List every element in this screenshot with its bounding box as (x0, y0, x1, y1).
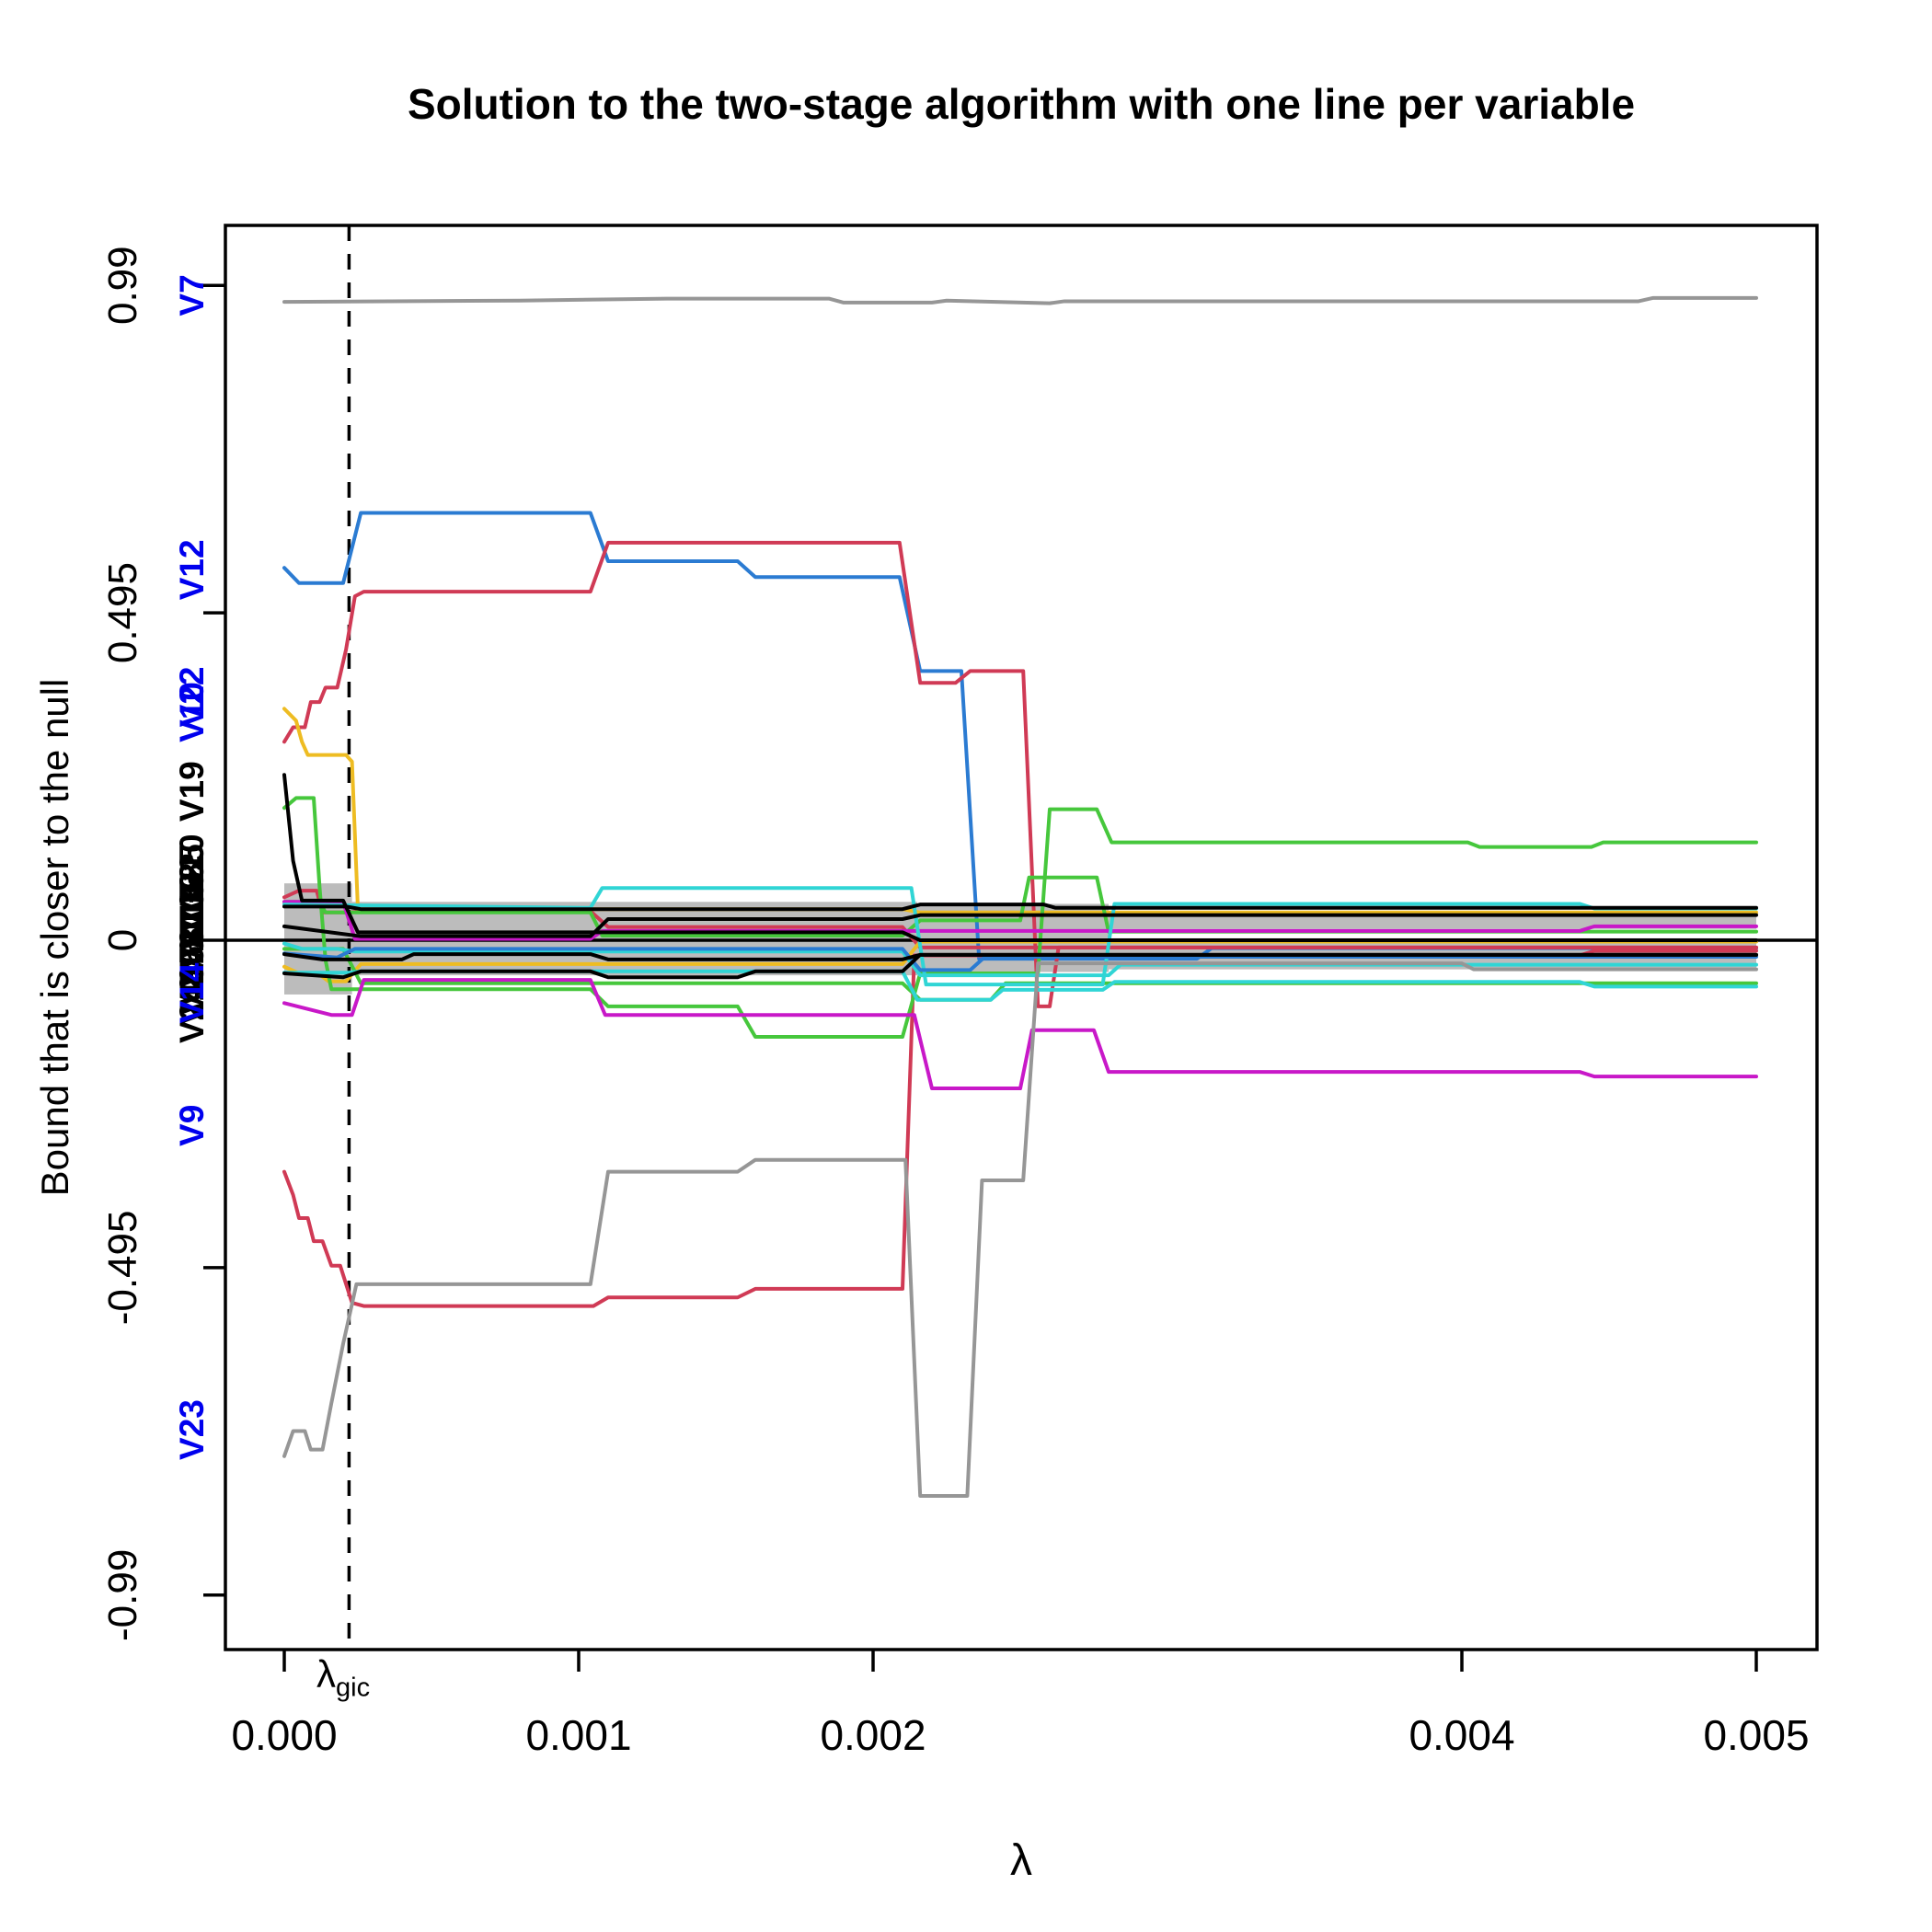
y-axis-title: Bound that is closer to the null (33, 678, 76, 1197)
var-label-V14: V14 (173, 962, 211, 1023)
var-label-V3: V3 (173, 964, 211, 1006)
var-label-V20: V20 (173, 834, 211, 894)
series-line-V23-gray (282, 961, 1758, 1498)
series-line-V9-red-lower (282, 949, 1758, 1308)
plot-border (224, 224, 1819, 1651)
series-line-black-3 (282, 952, 1758, 961)
var-label-V13: V13 (173, 891, 211, 951)
series-line-green-1 (282, 796, 1758, 1039)
y-tick-label: 0 (100, 929, 145, 951)
series-line-magenta-1 (282, 978, 1758, 1091)
lambda-gic-annotation: λgic (316, 1652, 370, 1703)
var-label-V15: V15 (173, 880, 211, 941)
series-line-black-1 (282, 903, 1758, 912)
x-tick-label: 0.001 (525, 1711, 631, 1759)
series-line-black-4 (282, 952, 1758, 980)
series-line-green-2 (282, 875, 1758, 937)
x-tick-label: 0.002 (820, 1711, 926, 1759)
var-label-V8: V8 (173, 927, 211, 969)
series-line-gold-1 (282, 707, 1758, 914)
y-tick-label: -0.495 (100, 1211, 145, 1326)
var-label-V22: V22 (173, 666, 211, 727)
x-tick-label: 0.000 (231, 1711, 337, 1759)
var-label-V19: V19 (173, 761, 211, 822)
var-label-V23: V23 (173, 1399, 211, 1460)
var-label-V24: V24 (173, 983, 211, 1043)
series-line-red-upper (282, 540, 1758, 1008)
y-tick-label: 0.495 (100, 562, 145, 663)
var-label-V7: V7 (173, 274, 211, 316)
var-label-V17: V17 (173, 909, 211, 970)
y-tick-label: 0.99 (100, 246, 145, 325)
var-label-V21: V21 (173, 853, 211, 914)
var-label-V16: V16 (173, 871, 211, 932)
var-label-V25: V25 (173, 844, 211, 904)
series-line-black-2 (282, 913, 1758, 938)
lambda-gic-subscript: gic (336, 1673, 371, 1703)
var-label-V1: V1 (173, 983, 211, 1024)
var-label-V2: V2 (173, 973, 211, 1015)
var-label-V9: V9 (173, 1105, 211, 1146)
var-label-V18: V18 (173, 862, 211, 923)
var-label-V10: V10 (173, 682, 211, 742)
var-label-V12: V12 (173, 539, 211, 600)
var-label-V11: V11 (173, 901, 211, 960)
var-label-V4: V4 (173, 955, 211, 997)
series-line-V7 (282, 295, 1758, 305)
x-tick-label: 0.005 (1703, 1711, 1809, 1759)
series-line-blue-2 (282, 947, 1758, 972)
chart-title: Solution to the two-stage algorithm with… (407, 80, 1636, 128)
x-tick-label: 0.004 (1409, 1711, 1514, 1759)
x-axis-title: λ (1010, 1836, 1032, 1885)
series-line-V19-black (282, 773, 1758, 942)
var-label-V6: V6 (173, 937, 211, 978)
lambda-gic-symbol: λ (316, 1652, 336, 1696)
var-label-V5: V5 (173, 946, 211, 987)
series-line-V12 (282, 511, 1758, 961)
y-tick-label: -0.99 (100, 1549, 145, 1641)
